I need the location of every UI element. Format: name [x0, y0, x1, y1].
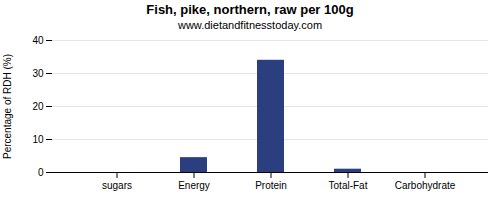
html-text:www.dietandfitnesstoday.com: www.dietandfitnesstoday.com — [178, 19, 322, 31]
svg-text:30: 30 — [32, 68, 44, 79]
svg-text:Total-Fat: Total-Fat — [329, 180, 368, 191]
svg-text:sugars: sugars — [102, 180, 132, 191]
svg-text:Energy: Energy — [178, 180, 210, 191]
svg-text:20: 20 — [32, 101, 44, 112]
svg-text:Protein: Protein — [255, 180, 287, 191]
svg-text:0: 0 — [38, 167, 44, 178]
svg-text:Percentage of RDH (%): Percentage of RDH (%) — [2, 54, 13, 159]
html-text:Fish, pike, northern, raw per: Fish, pike, northern, raw per 100g — [146, 2, 354, 17]
svg-text:10: 10 — [32, 134, 44, 145]
svg-text:Carbohydrate: Carbohydrate — [395, 180, 456, 191]
svg-text:40: 40 — [32, 35, 44, 46]
